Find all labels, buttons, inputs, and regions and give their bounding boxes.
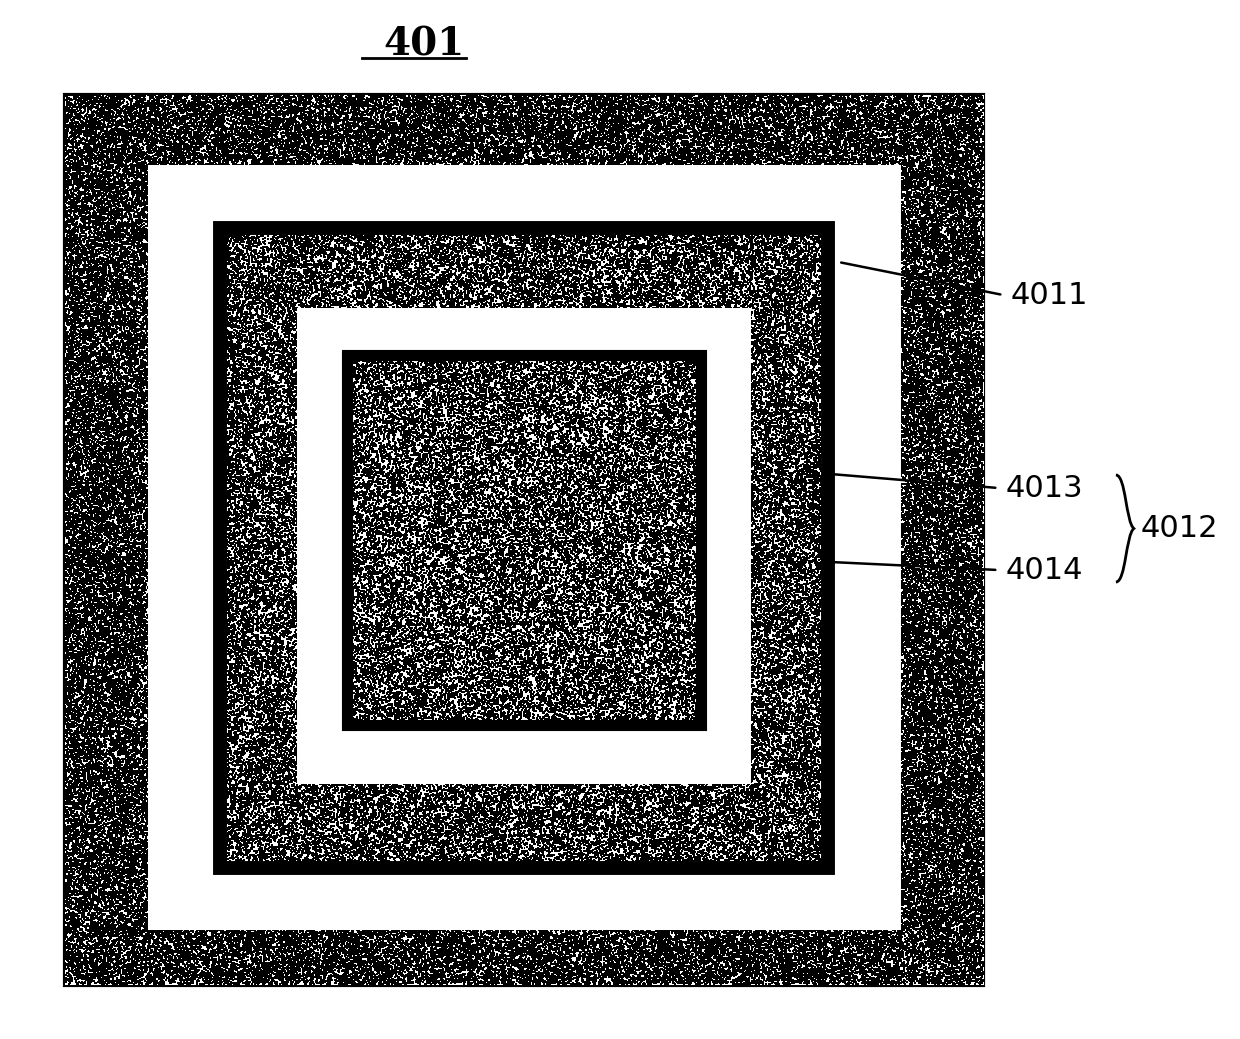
- Bar: [298, 308, 750, 784]
- Text: 401: 401: [383, 25, 465, 63]
- Bar: [148, 165, 901, 930]
- Text: 4013: 4013: [1006, 474, 1083, 503]
- Text: 4014: 4014: [1006, 556, 1083, 585]
- Bar: [347, 355, 701, 725]
- Text: 4012: 4012: [1141, 514, 1219, 543]
- Bar: [219, 228, 828, 868]
- Text: 4011: 4011: [1011, 281, 1087, 310]
- Bar: [64, 95, 983, 985]
- Bar: [219, 228, 828, 868]
- Bar: [347, 355, 701, 725]
